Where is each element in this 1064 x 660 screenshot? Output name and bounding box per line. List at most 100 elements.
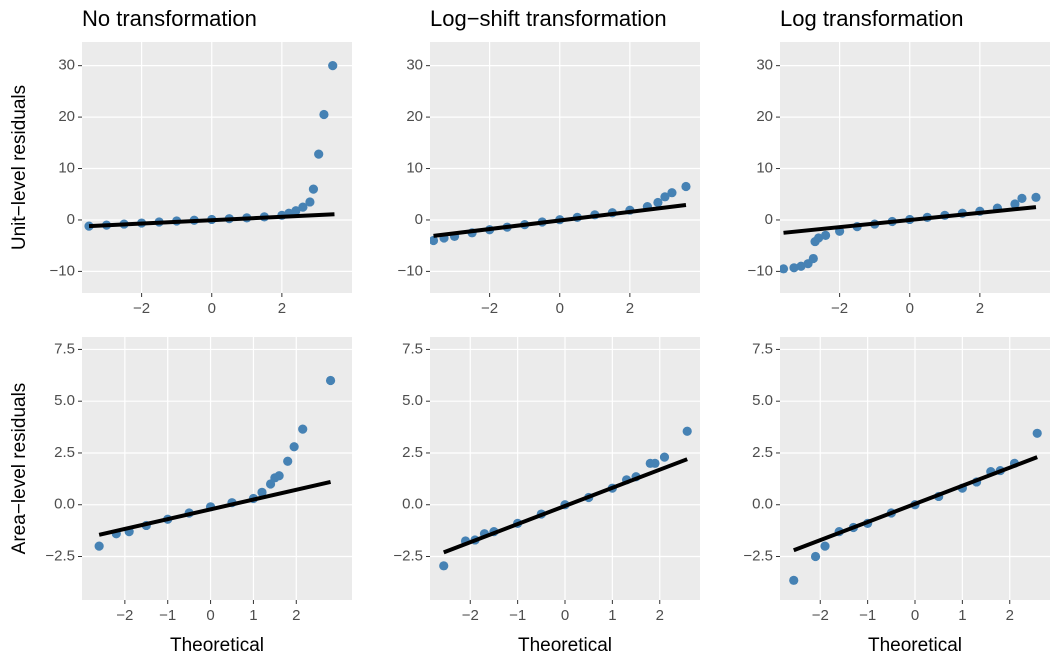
x-axis-title: Theoretical bbox=[170, 635, 264, 656]
point bbox=[94, 541, 104, 551]
x-tick-label: 2 bbox=[626, 300, 634, 317]
point bbox=[289, 442, 299, 452]
x-tick-label: −2 bbox=[481, 300, 498, 317]
point bbox=[328, 61, 338, 71]
x-tick-label: −2 bbox=[812, 607, 829, 624]
y-tick-label: 0 bbox=[765, 211, 773, 228]
x-tick-label: 1 bbox=[958, 607, 966, 624]
y-tick-label: −2.5 bbox=[393, 547, 423, 564]
y-tick-label: 5.0 bbox=[402, 392, 423, 409]
y-tick-label: 30 bbox=[756, 57, 773, 74]
y-tick-label: 30 bbox=[58, 57, 75, 74]
y-tick-label: 7.5 bbox=[54, 340, 75, 357]
x-tick-label: −2 bbox=[462, 607, 479, 624]
panel-background bbox=[780, 42, 1050, 293]
point bbox=[780, 264, 789, 274]
x-tick-label: 0 bbox=[561, 607, 569, 624]
y-tick-label: 0 bbox=[67, 211, 75, 228]
y-tick-label: −2.5 bbox=[743, 547, 773, 564]
point bbox=[789, 575, 799, 585]
y-tick-label: 5.0 bbox=[752, 392, 773, 409]
y-tick-label: 0.0 bbox=[402, 496, 423, 513]
x-axis-title: Theoretical bbox=[868, 635, 962, 656]
point bbox=[667, 188, 677, 198]
x-tick-label: −2 bbox=[133, 300, 150, 317]
point bbox=[430, 235, 439, 246]
x-tick-label: −1 bbox=[159, 607, 176, 624]
point bbox=[650, 458, 660, 468]
y-axis-title: Area−level residuals bbox=[9, 383, 30, 555]
y-tick-label: 20 bbox=[756, 108, 773, 125]
y-tick-label: 2.5 bbox=[752, 444, 773, 461]
x-tick-label: 2 bbox=[656, 607, 664, 624]
y-tick-label: 10 bbox=[58, 159, 75, 176]
y-axis-title: Unit−level residuals bbox=[9, 85, 30, 250]
x-tick-label: 1 bbox=[249, 607, 257, 624]
x-tick-label: −1 bbox=[859, 607, 876, 624]
point bbox=[314, 149, 324, 159]
point bbox=[796, 261, 806, 271]
x-tick-label: −2 bbox=[831, 300, 848, 317]
y-tick-label: −10 bbox=[748, 262, 773, 279]
qq-line bbox=[88, 212, 335, 229]
x-tick-label: 0 bbox=[206, 607, 214, 624]
point bbox=[439, 561, 449, 571]
x-tick-label: 2 bbox=[292, 607, 300, 624]
point bbox=[681, 181, 691, 192]
y-tick-label: 0.0 bbox=[54, 496, 75, 513]
y-tick-label: 0 bbox=[415, 211, 423, 228]
x-tick-label: 0 bbox=[906, 300, 914, 317]
qq-line bbox=[98, 480, 332, 537]
x-tick-label: 1 bbox=[608, 607, 616, 624]
y-tick-label: 0.0 bbox=[752, 496, 773, 513]
point bbox=[810, 551, 821, 562]
point bbox=[274, 471, 284, 481]
point bbox=[813, 233, 824, 243]
y-tick-label: −10 bbox=[398, 262, 423, 279]
qq-line bbox=[433, 203, 687, 238]
panel-title: Log transformation bbox=[780, 6, 963, 31]
point bbox=[820, 230, 831, 240]
point bbox=[789, 263, 799, 273]
x-tick-label: 0 bbox=[208, 300, 216, 317]
point bbox=[653, 197, 663, 208]
y-tick-label: 5.0 bbox=[54, 392, 75, 409]
point bbox=[808, 253, 818, 264]
point bbox=[660, 192, 670, 202]
point bbox=[1017, 193, 1027, 203]
y-tick-label: −2.5 bbox=[45, 547, 75, 564]
point bbox=[1010, 199, 1020, 209]
y-tick-label: 7.5 bbox=[752, 340, 773, 357]
point bbox=[659, 452, 670, 462]
point bbox=[1032, 428, 1042, 438]
y-tick-label: 20 bbox=[406, 108, 423, 125]
qq-line bbox=[783, 205, 1037, 235]
point bbox=[319, 109, 329, 120]
x-tick-label: 0 bbox=[556, 300, 564, 317]
point bbox=[682, 426, 692, 436]
x-tick-label: 0 bbox=[911, 607, 919, 624]
y-tick-label: 20 bbox=[58, 108, 75, 125]
qq-line bbox=[793, 455, 1038, 553]
panel-background bbox=[430, 42, 700, 293]
point bbox=[1031, 192, 1041, 202]
point bbox=[291, 206, 301, 216]
point bbox=[257, 487, 267, 497]
point bbox=[283, 456, 293, 466]
y-tick-label: −10 bbox=[50, 262, 75, 279]
panel-background bbox=[82, 337, 352, 600]
x-tick-label: −2 bbox=[116, 607, 133, 624]
x-tick-label: −1 bbox=[509, 607, 526, 624]
y-tick-label: 10 bbox=[756, 159, 773, 176]
y-tick-label: 2.5 bbox=[54, 444, 75, 461]
point bbox=[325, 375, 336, 386]
x-axis-title: Theoretical bbox=[518, 635, 612, 656]
x-tick-label: 2 bbox=[1006, 607, 1014, 624]
y-tick-label: 2.5 bbox=[402, 444, 423, 461]
point bbox=[308, 184, 319, 194]
x-tick-label: 2 bbox=[976, 300, 984, 317]
point bbox=[305, 197, 315, 207]
panel-background bbox=[82, 42, 352, 293]
panel-title: No transformation bbox=[82, 6, 257, 31]
